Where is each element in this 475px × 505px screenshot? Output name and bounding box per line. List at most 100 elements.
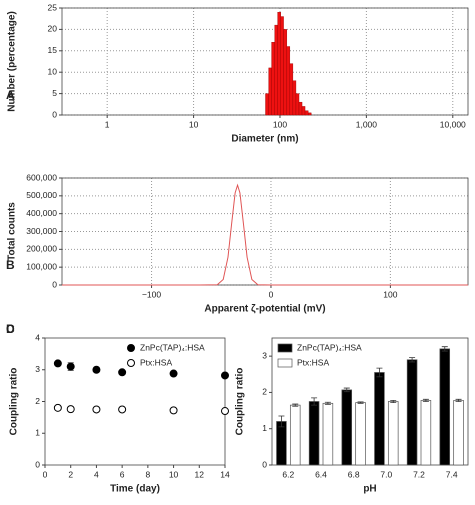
- error-bar: [343, 387, 350, 393]
- bar: [271, 42, 275, 116]
- point: [118, 405, 127, 414]
- point: [169, 369, 178, 378]
- error-bar: [324, 401, 331, 405]
- y-tick-label: 1: [35, 428, 40, 438]
- panel-label: B: [6, 258, 15, 272]
- legend-label: ZnPc(TAP)₄:HSA: [297, 342, 362, 352]
- point: [92, 365, 101, 374]
- legend-label: ZnPc(TAP)₄:HSA: [140, 342, 205, 352]
- error-bar: [311, 397, 318, 406]
- bar: [289, 63, 294, 116]
- y-tick-label: 5: [52, 88, 57, 98]
- point: [169, 406, 178, 415]
- y-tick-label: 3: [262, 350, 267, 360]
- y-tick-label: 2: [262, 387, 267, 397]
- x-axis-label: pH: [363, 484, 376, 495]
- x-tick-label: 2: [68, 469, 73, 479]
- y-tick-label: 25: [48, 2, 58, 12]
- bar: [276, 421, 287, 466]
- bar: [268, 67, 272, 116]
- x-tick-label: 14: [220, 469, 230, 479]
- x-tick-label: 6: [120, 469, 125, 479]
- error-bar: [390, 400, 397, 403]
- bar: [387, 401, 399, 466]
- error-bar: [441, 346, 448, 352]
- x-axis-label: Time (day): [110, 484, 160, 495]
- y-tick-label: 100,000: [26, 261, 57, 271]
- x-tick-label: 4: [94, 469, 99, 479]
- x-tick-label: 1,000: [356, 119, 378, 129]
- panel-label: D: [6, 322, 15, 336]
- y-tick-label: 0: [262, 459, 267, 469]
- legend-label: Ptx:HSA: [140, 357, 172, 367]
- bar: [439, 348, 451, 466]
- bar: [420, 400, 432, 466]
- point: [53, 403, 62, 412]
- y-tick-label: 300,000: [26, 226, 57, 236]
- error-bar: [278, 415, 285, 428]
- legend-marker: [127, 344, 135, 352]
- bar: [298, 101, 303, 116]
- x-tick-label: 100: [273, 119, 287, 129]
- bar: [286, 46, 291, 116]
- bar: [322, 402, 334, 466]
- x-tick-label: 6.2: [282, 469, 294, 479]
- legend-marker: [277, 358, 293, 368]
- panel-label: A: [6, 88, 15, 102]
- bar: [292, 80, 297, 116]
- y-axis-label: Number (percentage): [7, 11, 18, 112]
- error-bar: [376, 367, 383, 378]
- error-bar: [409, 357, 416, 363]
- bar: [308, 401, 320, 466]
- x-tick-label: 8: [145, 469, 150, 479]
- bar: [265, 93, 269, 116]
- x-tick-label: 10,000: [440, 119, 466, 129]
- bar: [307, 112, 312, 116]
- point: [66, 362, 75, 371]
- x-tick-label: 6.8: [348, 469, 360, 479]
- x-tick-label: 7.4: [446, 469, 458, 479]
- bar: [453, 400, 464, 466]
- error-bar: [292, 403, 299, 407]
- bar: [374, 372, 385, 466]
- x-tick-label: 7.0: [380, 469, 392, 479]
- y-tick-label: 0: [35, 459, 40, 469]
- bar: [277, 12, 281, 116]
- x-tick-label: 12: [195, 469, 205, 479]
- legend-label: Ptx:HSA: [297, 357, 329, 367]
- bar: [283, 29, 288, 116]
- point: [92, 405, 101, 414]
- bar: [295, 93, 300, 116]
- bar: [274, 24, 278, 116]
- x-tick-label: 10: [189, 119, 199, 129]
- y-tick-label: 2: [35, 396, 40, 406]
- y-tick-label: 15: [48, 45, 58, 55]
- point: [66, 405, 75, 414]
- legend-marker: [277, 343, 293, 353]
- y-tick-label: 4: [35, 332, 40, 342]
- y-axis-label: Coupling ratio: [9, 368, 20, 436]
- error-bar: [422, 398, 429, 402]
- bar: [301, 106, 306, 116]
- error-bar: [357, 401, 364, 404]
- x-tick-label: 100: [383, 289, 397, 299]
- x-tick-label: 1: [105, 119, 110, 129]
- bar: [355, 402, 366, 466]
- bar: [406, 359, 418, 466]
- y-tick-label: 0: [52, 279, 57, 289]
- y-tick-label: 400,000: [26, 208, 57, 218]
- point: [53, 359, 62, 368]
- bar: [341, 389, 353, 466]
- y-tick-label: 3: [35, 364, 40, 374]
- y-axis-label: Coupling ratio: [235, 368, 246, 436]
- x-tick-label: 0: [43, 469, 48, 479]
- line: [62, 183, 468, 286]
- point: [221, 407, 229, 416]
- panel-label: C: [6, 322, 15, 336]
- y-tick-label: 200,000: [26, 244, 57, 254]
- y-tick-label: 0: [52, 109, 57, 119]
- x-axis-label: Diameter (nm): [231, 134, 298, 145]
- bar: [289, 404, 301, 466]
